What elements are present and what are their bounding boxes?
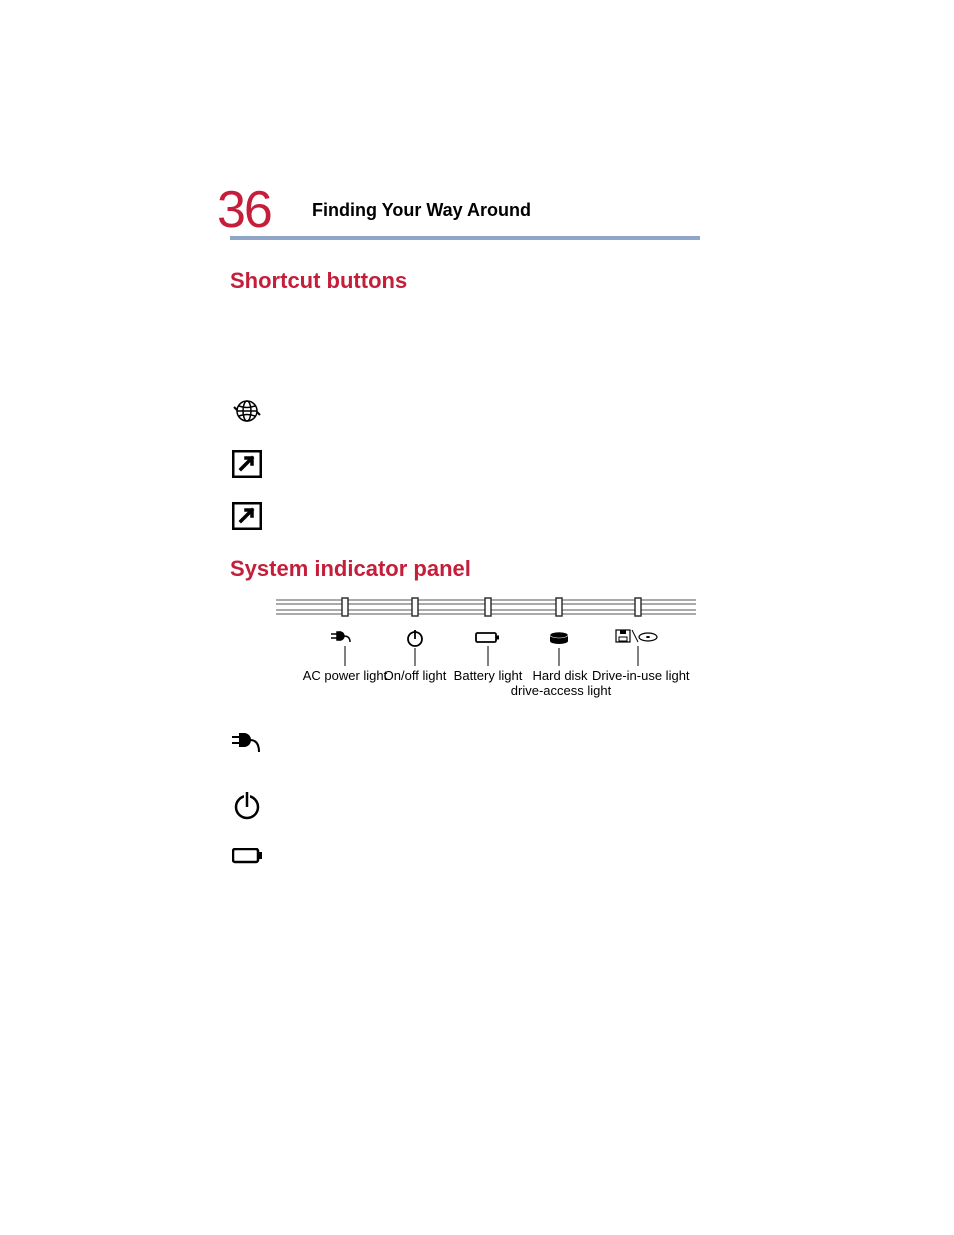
header-rule xyxy=(230,236,700,240)
shortcut-arrow-icon xyxy=(232,502,262,535)
label-drive-in-use: Drive-in-use light xyxy=(592,668,688,683)
heading-shortcut-buttons: Shortcut buttons xyxy=(230,268,407,294)
globe-icon xyxy=(232,398,262,429)
label-hdd-line1: Hard disk xyxy=(526,668,594,683)
heading-system-indicator-panel: System indicator panel xyxy=(230,556,471,582)
label-onoff: On/off light xyxy=(380,668,450,683)
shortcut-arrow-icon xyxy=(232,450,262,483)
ac-plug-icon xyxy=(331,632,350,666)
ac-plug-icon xyxy=(232,730,266,763)
drive-in-use-icon xyxy=(616,630,657,666)
hard-disk-icon xyxy=(550,632,568,666)
page-number: 36 xyxy=(217,180,271,240)
battery-icon xyxy=(476,633,499,666)
battery-icon xyxy=(232,848,264,871)
label-hdd-line2: drive-access light xyxy=(508,683,614,698)
header-title: Finding Your Way Around xyxy=(312,200,531,221)
power-icon xyxy=(232,790,262,825)
indicator-panel-diagram: AC power light On/off light Battery ligh… xyxy=(276,596,696,706)
page: 36 Finding Your Way Around Shortcut butt… xyxy=(0,0,954,1235)
label-battery: Battery light xyxy=(452,668,524,683)
power-icon xyxy=(408,630,422,666)
